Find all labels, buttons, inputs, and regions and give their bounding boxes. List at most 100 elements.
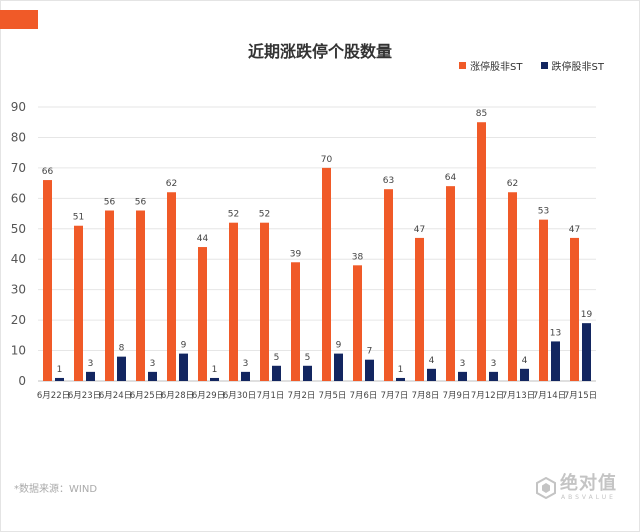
bar-limit-up: [74, 225, 83, 381]
x-tick-label: 7月8日: [412, 391, 440, 401]
x-tick-label: 7月15日: [564, 391, 597, 401]
brand-logo: 绝对值 ABSVALUE: [536, 474, 617, 502]
data-label-limit-up: 62: [507, 179, 518, 189]
legend-swatch-limit-up: [459, 62, 467, 69]
x-tick-label: 7月5日: [319, 391, 347, 401]
bar-limit-up: [136, 210, 145, 381]
bar-limit-up: [415, 237, 424, 381]
data-label-limit-down: 9: [336, 341, 342, 351]
bar-limit-down: [117, 356, 126, 381]
y-tick-label: 70: [11, 161, 26, 175]
y-tick-label: 0: [18, 374, 26, 388]
chart-title: 近期涨跌停个股数量: [247, 42, 392, 61]
data-source-note: *数据来源：WIND: [14, 484, 98, 495]
y-tick-label: 30: [11, 283, 26, 297]
y-tick-label: 60: [11, 191, 26, 205]
data-label-limit-up: 63: [383, 176, 394, 186]
data-label-limit-up: 56: [104, 198, 116, 208]
logo-subtext: ABSVALUE: [561, 494, 616, 501]
x-tick-label: 7月7日: [381, 391, 409, 401]
data-label-limit-down: 5: [305, 353, 311, 363]
y-tick-label: 10: [11, 344, 26, 358]
legend-swatch-limit-down: [540, 62, 548, 69]
data-label-limit-down: 7: [367, 347, 373, 357]
data-label-limit-up: 70: [321, 155, 333, 165]
bar-limit-up: [446, 186, 455, 381]
x-tick-label: 6月24日: [99, 391, 132, 401]
bar-limit-down: [148, 371, 157, 381]
bar-limit-down: [582, 323, 591, 381]
x-tick-label: 6月25日: [130, 391, 163, 401]
bar-limit-up: [260, 222, 269, 381]
hexagon-logo-icon: [536, 477, 556, 499]
y-tick-label: 90: [11, 100, 26, 114]
bar-limit-down: [179, 353, 188, 381]
data-label-limit-up: 66: [42, 167, 54, 177]
x-tick-label: 7月6日: [350, 391, 378, 401]
x-tick-label: 7月1日: [257, 391, 285, 401]
data-label-limit-down: 1: [57, 365, 63, 375]
bar-limit-down: [396, 377, 405, 381]
data-label-limit-up: 47: [414, 225, 425, 235]
data-label-limit-up: 39: [290, 249, 302, 259]
data-label-limit-up: 53: [538, 207, 549, 217]
bar-limit-up: [477, 122, 486, 381]
data-label-limit-down: 1: [212, 365, 218, 375]
x-tick-label: 6月30日: [223, 391, 256, 401]
data-label-limit-down: 5: [274, 353, 280, 363]
data-label-limit-down: 4: [522, 356, 528, 366]
legend-item-limit-down: 跌停股非ST: [540, 58, 604, 73]
bar-limit-up: [384, 189, 393, 381]
bar-limit-down: [489, 371, 498, 381]
data-label-limit-up: 52: [259, 210, 270, 220]
data-label-limit-down: 3: [243, 359, 249, 369]
data-label-limit-down: 3: [150, 359, 156, 369]
x-tick-label: 6月23日: [68, 391, 101, 401]
bar-limit-up: [167, 192, 176, 381]
bar-limit-up: [229, 222, 238, 381]
bar-limit-up: [508, 192, 517, 381]
bar-limit-down: [55, 377, 64, 381]
data-label-limit-down: 8: [119, 344, 125, 354]
x-tick-label: 7月14日: [533, 391, 566, 401]
bar-limit-down: [365, 359, 374, 381]
legend-label-limit-down: 跌停股非ST: [551, 62, 604, 73]
logo-wordmark: 绝对值 ABSVALUE: [560, 474, 617, 502]
bar-limit-down: [303, 365, 312, 381]
data-label-limit-up: 64: [445, 173, 457, 183]
bar-limit-down: [241, 371, 250, 381]
data-label-limit-up: 56: [135, 198, 147, 208]
logo-text: 绝对值: [560, 473, 617, 494]
y-tick-label: 20: [11, 313, 26, 327]
y-tick-label: 80: [11, 130, 26, 144]
bar-limit-up: [198, 247, 207, 381]
legend-item-limit-up: 涨停股非ST: [459, 58, 523, 73]
x-tick-label: 7月2日: [288, 391, 316, 401]
x-tick-label: 7月12日: [471, 391, 504, 401]
data-label-limit-down: 1: [398, 365, 404, 375]
bar-limit-up: [105, 210, 114, 381]
x-tick-label: 7月13日: [502, 391, 535, 401]
data-label-limit-up: 62: [166, 179, 177, 189]
data-label-limit-up: 52: [228, 210, 239, 220]
corner-accent-tag: [0, 10, 38, 29]
bar-limit-up: [570, 237, 579, 381]
data-label-limit-down: 3: [491, 359, 497, 369]
x-tick-label: 6月28日: [161, 391, 194, 401]
bar-limit-up: [43, 180, 52, 381]
bar-limit-up: [291, 262, 300, 381]
y-tick-label: 50: [11, 222, 26, 236]
data-label-limit-up: 51: [73, 213, 84, 223]
bar-limit-down: [520, 368, 529, 381]
x-tick-label: 7月9日: [443, 391, 471, 401]
x-tick-label: 6月22日: [37, 391, 70, 401]
bar-limit-down: [86, 371, 95, 381]
y-tick-label: 40: [11, 252, 26, 266]
data-label-limit-up: 44: [197, 234, 209, 244]
bar-limit-up: [539, 219, 548, 381]
bar-limit-up: [322, 167, 331, 381]
chart-legend: 涨停股非ST 跌停股非ST: [459, 58, 604, 73]
x-tick-label: 6月29日: [192, 391, 225, 401]
data-label-limit-down: 4: [429, 356, 435, 366]
